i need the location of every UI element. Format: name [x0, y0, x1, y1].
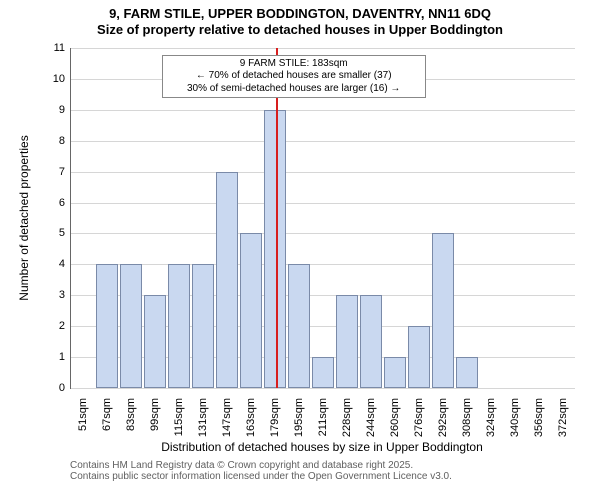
chart-container: 9, FARM STILE, UPPER BODDINGTON, DAVENTR… [0, 0, 600, 500]
ytick-label: 5 [59, 227, 71, 239]
footnote: Contains HM Land Registry data © Crown c… [70, 460, 452, 482]
xtick-label: 179sqm [269, 394, 281, 437]
ytick-label: 6 [59, 197, 71, 209]
gridline [71, 388, 575, 389]
xtick-label: 211sqm [317, 394, 329, 436]
gridline [71, 233, 575, 234]
xtick-label: 308sqm [461, 394, 473, 437]
gridline [71, 172, 575, 173]
xtick-label: 195sqm [293, 394, 305, 437]
ytick-label: 9 [59, 104, 71, 116]
ytick-label: 10 [53, 73, 71, 85]
histogram-bar [216, 172, 238, 388]
title-line-2: Size of property relative to detached ho… [0, 22, 600, 38]
xtick-label: 372sqm [557, 394, 569, 437]
reference-line [276, 48, 278, 388]
y-axis-title: Number of detached properties [17, 135, 31, 300]
xtick-label: 67sqm [101, 394, 113, 431]
gridline [71, 48, 575, 49]
histogram-bar [96, 264, 118, 388]
histogram-bar [360, 295, 382, 388]
xtick-label: 292sqm [437, 394, 449, 437]
gridline [71, 264, 575, 265]
xtick-label: 83sqm [125, 394, 137, 431]
xtick-label: 163sqm [245, 394, 257, 437]
xtick-label: 324sqm [485, 394, 497, 437]
xtick-label: 244sqm [365, 394, 377, 437]
gridline [71, 110, 575, 111]
footnote-line-2: Contains public sector information licen… [70, 471, 452, 482]
ytick-label: 3 [59, 289, 71, 301]
histogram-bar [144, 295, 166, 388]
histogram-bar [288, 264, 310, 388]
xtick-label: 260sqm [389, 394, 401, 437]
histogram-bar [384, 357, 406, 388]
ytick-label: 0 [59, 382, 71, 394]
annotation-line: ← 70% of detached houses are smaller (37… [169, 70, 419, 83]
ytick-label: 7 [59, 166, 71, 178]
xtick-label: 99sqm [149, 394, 161, 431]
plot-area: 0123456789101151sqm67sqm83sqm99sqm115sqm… [70, 48, 575, 389]
annotation-line: 30% of semi-detached houses are larger (… [169, 83, 419, 96]
histogram-bar [408, 326, 430, 388]
gridline [71, 141, 575, 142]
histogram-bar [192, 264, 214, 388]
histogram-bar [168, 264, 190, 388]
ytick-label: 2 [59, 320, 71, 332]
chart-title: 9, FARM STILE, UPPER BODDINGTON, DAVENTR… [0, 0, 600, 39]
annotation-line: 9 FARM STILE: 183sqm [169, 58, 419, 71]
annotation-box: 9 FARM STILE: 183sqm← 70% of detached ho… [162, 55, 426, 99]
xtick-label: 115sqm [173, 394, 185, 436]
xtick-label: 228sqm [341, 394, 353, 437]
histogram-bar [240, 233, 262, 388]
ytick-label: 1 [59, 351, 71, 363]
xtick-label: 340sqm [509, 394, 521, 437]
ytick-label: 11 [54, 42, 71, 54]
x-axis-title: Distribution of detached houses by size … [161, 440, 483, 454]
histogram-bar [312, 357, 334, 388]
ytick-label: 4 [59, 258, 71, 270]
title-line-1: 9, FARM STILE, UPPER BODDINGTON, DAVENTR… [0, 6, 600, 22]
gridline [71, 203, 575, 204]
histogram-bar [432, 233, 454, 388]
xtick-label: 147sqm [221, 394, 233, 437]
ytick-label: 8 [59, 135, 71, 147]
xtick-label: 131sqm [197, 394, 209, 437]
histogram-bar [120, 264, 142, 388]
xtick-label: 276sqm [413, 394, 425, 437]
footnote-line-1: Contains HM Land Registry data © Crown c… [70, 460, 452, 471]
histogram-bar [456, 357, 478, 388]
xtick-label: 356sqm [533, 394, 545, 437]
histogram-bar [336, 295, 358, 388]
xtick-label: 51sqm [77, 394, 89, 431]
